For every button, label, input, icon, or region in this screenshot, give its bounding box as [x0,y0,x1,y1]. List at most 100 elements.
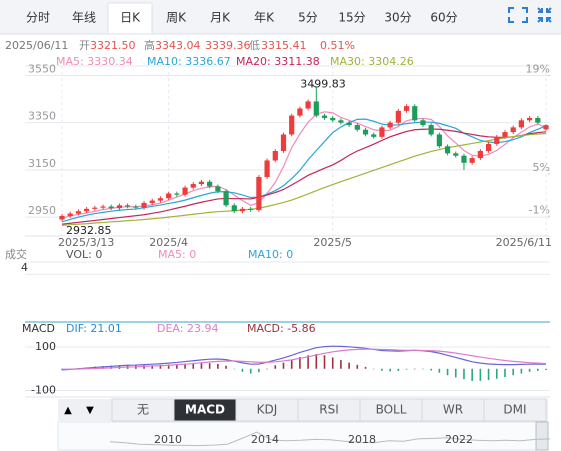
macd-bar [512,368,514,376]
scroll-up[interactable]: ▲ [64,405,72,416]
candle-body [461,155,467,163]
candle-body [321,115,328,118]
candle-body [256,176,262,211]
x-tick-label: 2025/6/11 [496,236,552,249]
candle-body [67,213,73,216]
legend-entry: MA10: 3336.67 [147,55,231,68]
candle-body [264,160,270,177]
candle-body [207,181,213,187]
navigator-handle[interactable] [535,421,549,451]
candle-body [543,125,549,130]
candle-body [166,193,172,199]
indicator-tab[interactable]: 无 [137,403,149,417]
legend-entry: DEA: 23.94 [157,322,218,335]
macd-bar [217,363,219,369]
macd-bar [143,365,145,369]
macd-bar [184,363,186,369]
tab[interactable]: 30分 [384,11,411,25]
candle-body [428,125,434,135]
info-value: 0.51% [320,39,355,52]
candle-body [485,143,492,151]
tab[interactable]: 月K [210,11,231,25]
indicator-tab[interactable]: DMI [503,403,526,417]
macd-bar [389,368,391,372]
tab[interactable]: 5分 [298,11,318,25]
x-tick-label: 2025/4 [149,236,188,249]
candle-body [157,198,164,201]
tab[interactable]: 年线 [72,11,96,25]
macd-bar [241,368,244,372]
macd-bar [192,363,195,369]
macd-bar [290,359,293,369]
candle-body [305,101,311,109]
macd-bar [225,365,227,369]
fullscreen-icon[interactable] [508,7,528,23]
tab[interactable]: 年K [254,11,275,25]
macd-bar [307,355,309,369]
macd-bar [413,368,416,370]
candle-body [469,158,475,163]
candle-body [330,117,336,121]
legend-entry: MA30: 3304.26 [330,55,414,68]
high-pointer [312,84,317,88]
tab[interactable]: 日K [120,11,141,25]
dif-line [61,345,547,371]
navigator-label: 2010 [154,433,182,446]
info-value: 3343.04 [155,39,201,52]
macd-bar [274,365,277,369]
candle-body [92,207,98,209]
panel-title: MACD [22,322,55,335]
candle-body [108,206,114,209]
indicator-tab[interactable]: KDJ [257,403,278,417]
tab-bar [0,0,561,34]
panel-title: 成交 [5,247,27,261]
y-tick-label: -100 [31,383,56,396]
tab[interactable]: 周K [166,11,187,25]
macd-bar [323,355,326,369]
candle-body [354,125,360,130]
candle-body [215,186,221,192]
macd-bar [176,364,178,369]
macd-bar [315,353,318,369]
candle-body [248,208,254,211]
indicator-tab[interactable]: BOLL [376,403,407,417]
candle-body [387,122,393,128]
candle-body [133,206,139,208]
x-tick-label: 2025/5 [313,236,352,249]
macd-bar [151,365,154,369]
navigator-line [109,431,551,447]
candle-body [453,153,459,156]
candle-body [149,200,155,203]
collapse-icon[interactable] [537,7,552,23]
indicator-tab-bg[interactable] [483,398,547,422]
indicator-tab[interactable]: WR [443,403,463,417]
info-value: 3315.41 [261,39,307,52]
tab[interactable]: 分时 [26,11,50,25]
candle-body [182,187,188,195]
scroll-down[interactable]: ▼ [86,405,94,416]
legend-entry: MA5: 3330.34 [56,55,133,68]
candle-body [412,106,418,121]
candle-body [346,122,352,126]
legend-entry: MA20: 3311.38 [236,55,320,68]
macd-bar [495,368,498,379]
navigator [57,421,549,451]
macd-bar [102,366,104,369]
candle-body [338,120,344,123]
tab[interactable]: 60分 [430,11,457,25]
candle-body [502,132,508,137]
tab-selected-bg [107,2,153,35]
y2-tick-label: 5% [533,161,550,174]
macd-bar [167,364,170,369]
macd-bar [200,363,203,369]
candle-body [535,117,541,123]
candle-body [297,108,303,116]
y-tick-label: 3150 [28,157,56,170]
info-value: 3339.36 [205,39,251,52]
legend-entry: DIF: 21.01 [66,322,122,335]
indicator-tab[interactable]: RSI [319,403,339,417]
navigator-label: 2014 [251,433,279,446]
macd-bar [348,362,350,369]
tab[interactable]: 15分 [338,11,365,25]
indicator-tab[interactable]: MACD [185,403,225,417]
